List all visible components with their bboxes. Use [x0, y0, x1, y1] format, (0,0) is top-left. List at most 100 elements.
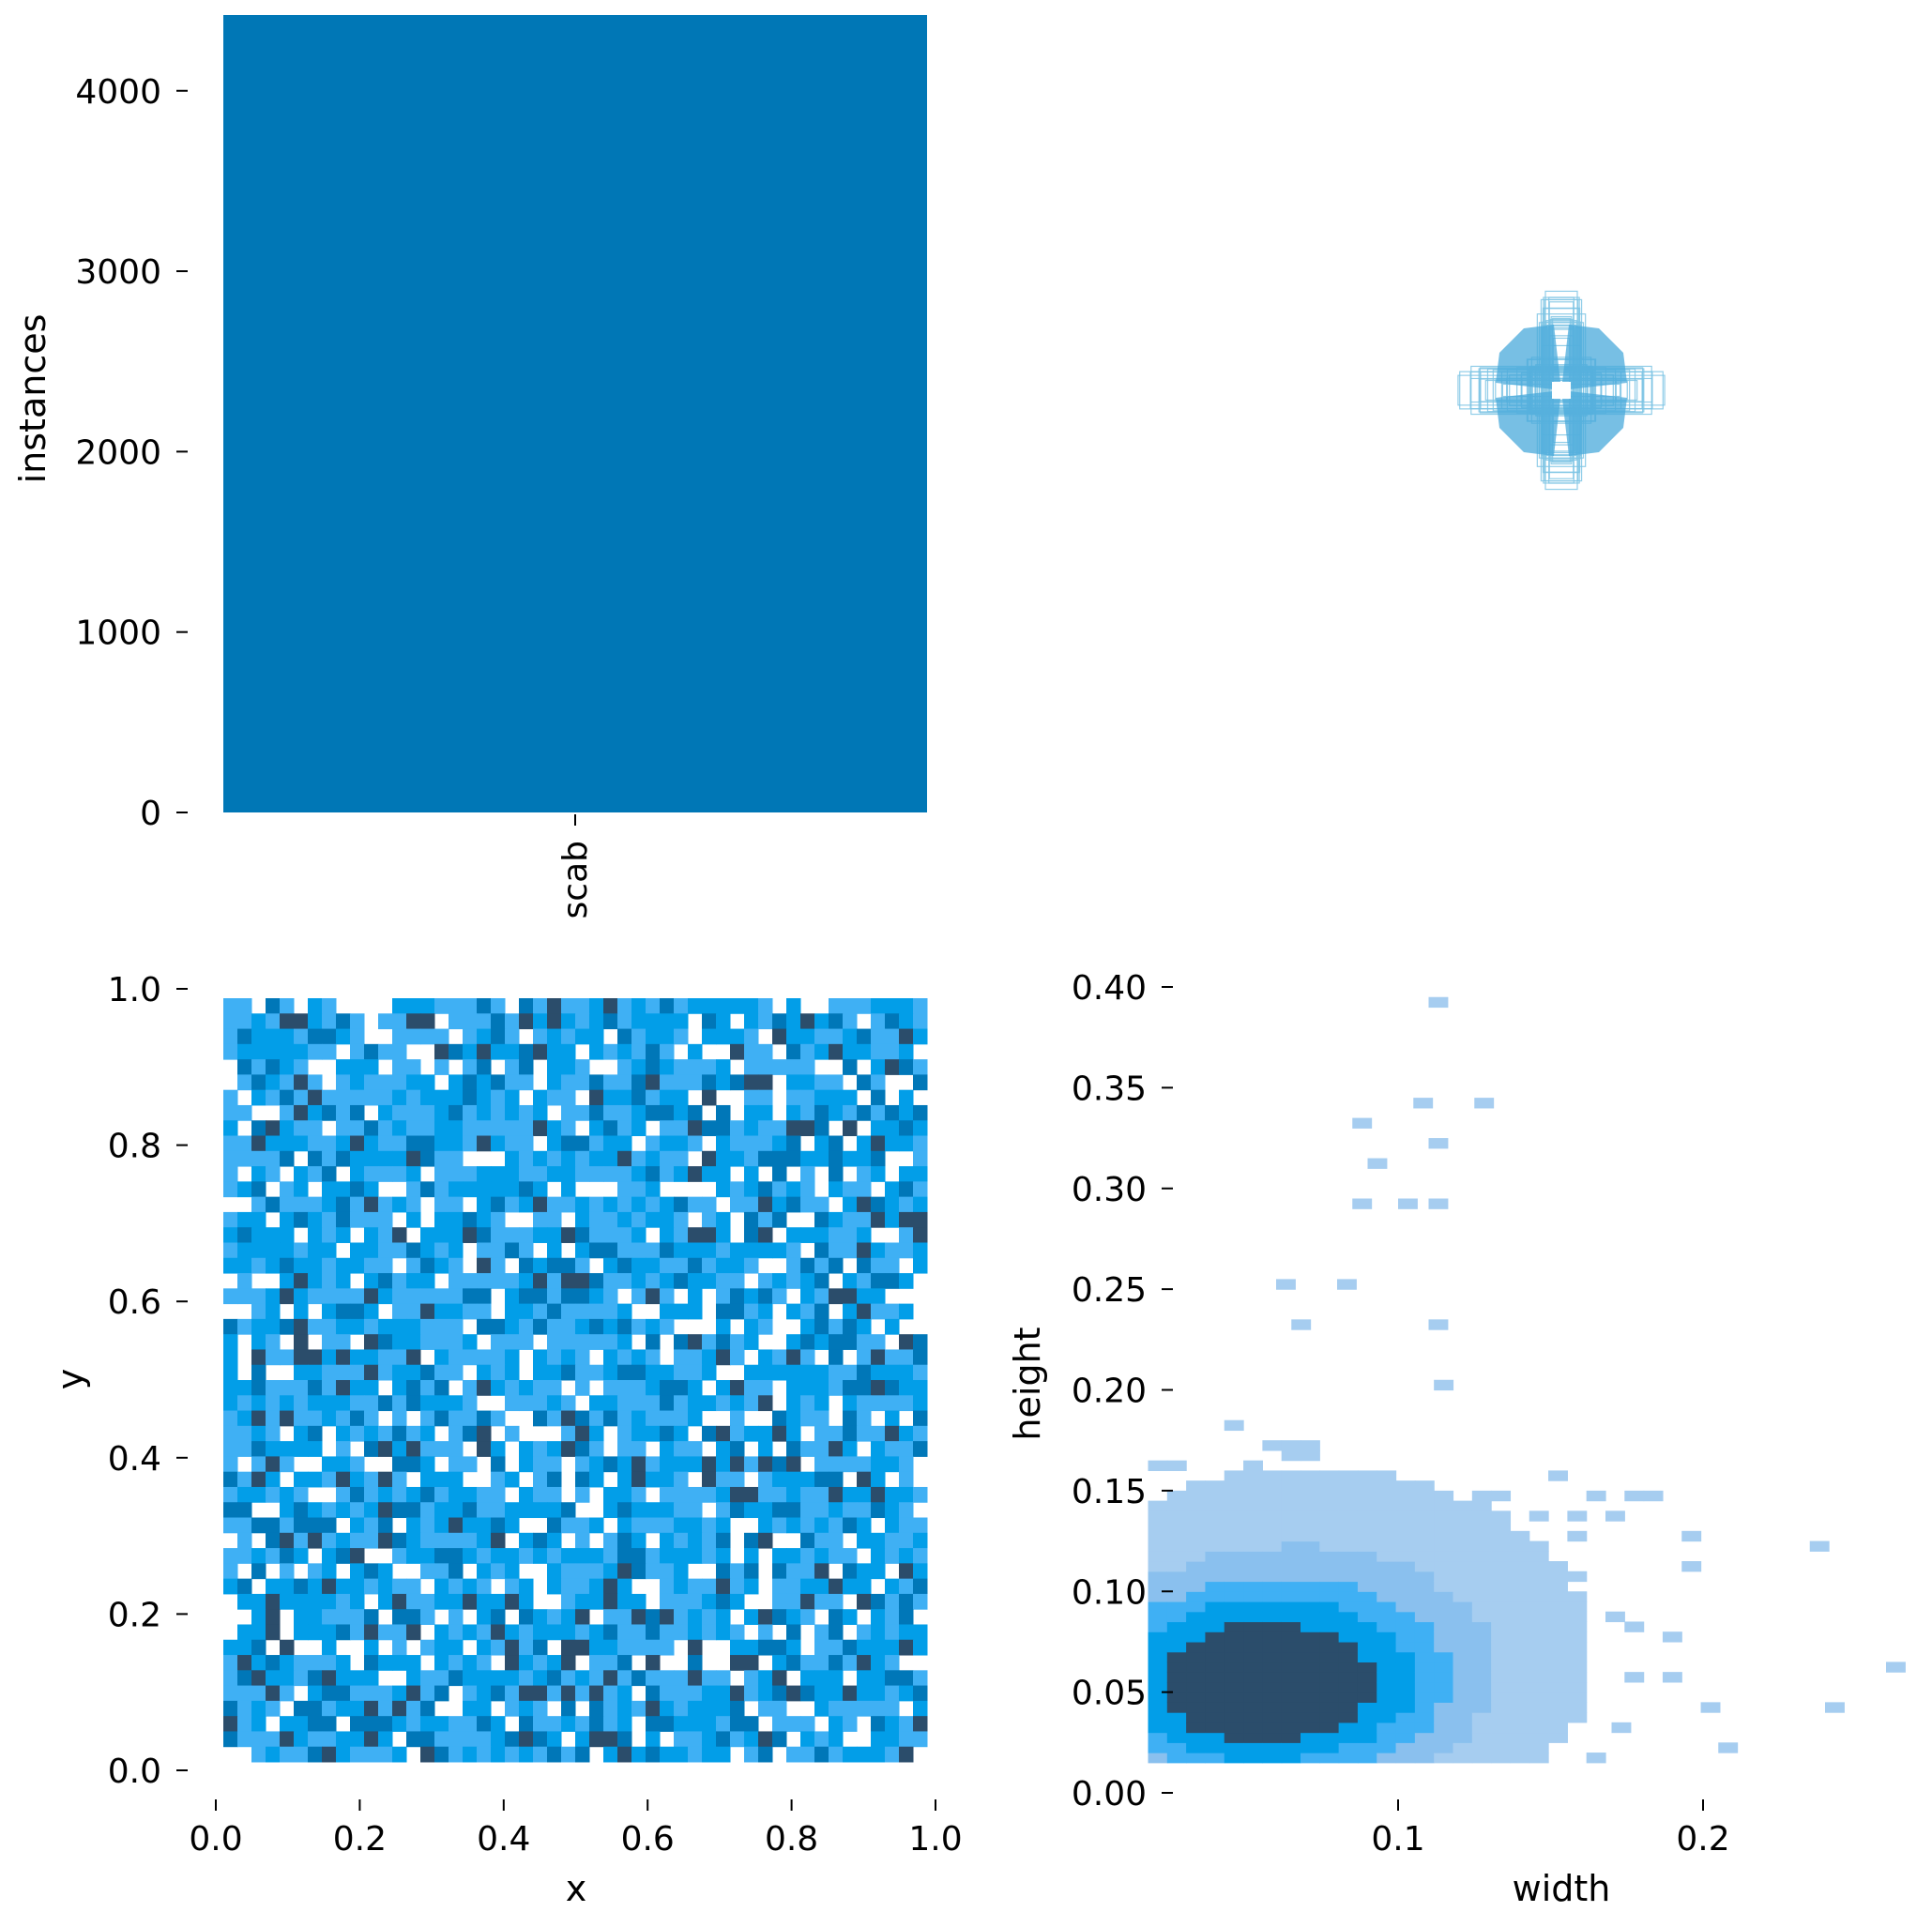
- xy-heatmap-cell: [758, 1043, 773, 1060]
- xy-heatmap-cell: [364, 1700, 379, 1717]
- xy-heatmap-cell: [392, 1441, 407, 1457]
- xy-heatmap-cell: [857, 1166, 872, 1182]
- xy-heatmap-cell: [631, 1609, 647, 1625]
- xy-heatmap-cell: [688, 1578, 703, 1595]
- wh-y-tick-label: 0.25: [1072, 1271, 1147, 1310]
- xy-heatmap-cell: [336, 1273, 351, 1289]
- xy-heatmap-cell: [617, 1013, 632, 1030]
- xy-heatmap-cell: [477, 1211, 492, 1228]
- xy-heatmap-cell: [646, 1502, 661, 1519]
- xy-heatmap-cell: [786, 1028, 801, 1045]
- wh-heatmap-cell: [1510, 1672, 1530, 1683]
- xy-heatmap-cell: [857, 1135, 872, 1152]
- xy-heatmap-cell: [843, 1456, 858, 1473]
- xy-heatmap-cell: [744, 1655, 759, 1671]
- xy-heatmap-cell: [280, 1059, 295, 1075]
- xy-heatmap-cell: [392, 1074, 407, 1091]
- xy-heatmap-cell: [617, 1059, 632, 1075]
- xy-heatmap-cell: [575, 1624, 590, 1641]
- xy-heatmap-cell: [688, 1486, 703, 1503]
- xy-heatmap-cell: [420, 1150, 435, 1167]
- wh-heatmap-cell: [1471, 1551, 1492, 1562]
- xy-heatmap-cell: [843, 1746, 858, 1763]
- xy-heatmap-cell: [322, 1670, 337, 1687]
- xy-heatmap-cell: [646, 1273, 661, 1289]
- xy-heatmap-cell: [477, 1746, 492, 1763]
- wh-heatmap-cell: [1186, 1551, 1207, 1562]
- xy-heatmap-cell: [237, 1380, 252, 1396]
- xy-heatmap-cell: [449, 1578, 464, 1595]
- xy-heatmap-cell: [899, 1059, 914, 1075]
- xy-heatmap-cell: [871, 1746, 886, 1763]
- xy-heatmap-cell: [589, 1227, 604, 1243]
- xy-heatmap-cell: [477, 1685, 492, 1702]
- xy-heatmap-cell: [519, 1074, 534, 1091]
- wh-heatmap-cell: [1262, 1561, 1283, 1572]
- xy-heatmap-cell: [364, 1578, 379, 1595]
- wh-heatmap-cell: [1243, 1581, 1263, 1592]
- xy-heatmap-cell: [406, 998, 421, 1014]
- xy-heatmap-cell: [871, 1150, 886, 1167]
- xy-heatmap-cell: [406, 1441, 421, 1457]
- wh-heatmap-cell: [1166, 1631, 1187, 1643]
- xy-heatmap-cell: [575, 1746, 590, 1763]
- xy-heatmap-cell: [519, 1120, 534, 1137]
- xy-heatmap-cell: [589, 1196, 604, 1213]
- xy-heatmap-cell: [744, 1639, 759, 1656]
- xy-heatmap-cell: [688, 1532, 703, 1549]
- xy-heatmap-cell: [814, 1196, 829, 1213]
- xy-heatmap-cell: [857, 1486, 872, 1503]
- xy-heatmap-cell: [603, 1349, 618, 1366]
- xy-heatmap-cell: [899, 1670, 914, 1687]
- xy-heatmap-cell: [308, 1700, 323, 1717]
- xy-heatmap-cell: [646, 1716, 661, 1732]
- xy-heatmap-cell: [603, 1716, 618, 1732]
- wh-heatmap-cell: [1357, 1591, 1377, 1602]
- xy-heatmap-cell: [420, 1517, 435, 1534]
- xy-heatmap-cell: [322, 1532, 337, 1549]
- xy-heatmap-cell: [843, 1104, 858, 1121]
- xy-heatmap-cell: [730, 1593, 745, 1610]
- xy-heatmap-cell: [434, 1578, 449, 1595]
- xy-heatmap-cell: [463, 1410, 478, 1427]
- xy-heatmap-cell: [336, 1181, 351, 1198]
- xy-heatmap-cell: [913, 1685, 928, 1702]
- xy-heatmap-cell: [702, 1486, 717, 1503]
- wh-heatmap-cell: [1510, 1753, 1530, 1764]
- xy-heatmap-cell: [406, 1166, 421, 1182]
- xy-heatmap-cell: [350, 1471, 365, 1488]
- xy-heatmap-cell: [547, 1655, 562, 1671]
- xy-heatmap-cell: [800, 1013, 815, 1030]
- xy-heatmap-cell: [350, 1242, 365, 1259]
- xy-heatmap-cell: [519, 1624, 534, 1641]
- xy-heatmap-cell: [617, 1150, 632, 1167]
- xy-heatmap-cell: [519, 1380, 534, 1396]
- xy-heatmap-cell: [913, 1074, 928, 1091]
- wh-heatmap-cell: [1377, 1490, 1397, 1502]
- wh-heatmap-cell: [1148, 1742, 1168, 1753]
- xy-heatmap-cell: [505, 1517, 520, 1534]
- xy-heatmap-cell: [336, 1609, 351, 1625]
- xy-heatmap-cell: [294, 1135, 309, 1152]
- xy-heatmap-cell: [589, 1089, 604, 1106]
- xy-heatmap-cell: [449, 1196, 464, 1213]
- xy-heatmap-cell: [702, 1731, 717, 1748]
- xy-heatmap-cell: [491, 1074, 506, 1091]
- xy-heatmap-cell: [631, 1593, 647, 1610]
- xy-heatmap-cell: [449, 1563, 464, 1580]
- wh-heatmap-cell: [1205, 1521, 1225, 1532]
- wh-heatmap-cell: [1453, 1702, 1473, 1713]
- wh-y-tick-label: 0.30: [1072, 1171, 1147, 1209]
- wh-heatmap-cell: [1186, 1753, 1207, 1764]
- xy-heatmap-cell: [843, 1395, 858, 1412]
- xy-heatmap-cell: [871, 1089, 886, 1106]
- wh-heatmap-cell: [1434, 1692, 1454, 1703]
- wh-heatmap-cell: [1529, 1651, 1549, 1663]
- xy-heatmap-cell: [322, 1196, 337, 1213]
- wh-heatmap-cell: [1434, 1672, 1454, 1683]
- xy-heatmap-cell: [885, 1578, 900, 1595]
- xy-heatmap-cell: [730, 1624, 745, 1641]
- xy-heatmap-cell: [589, 1593, 604, 1610]
- wh-heatmap-cell: [1357, 1692, 1377, 1703]
- xy-heatmap-cell: [871, 1563, 886, 1580]
